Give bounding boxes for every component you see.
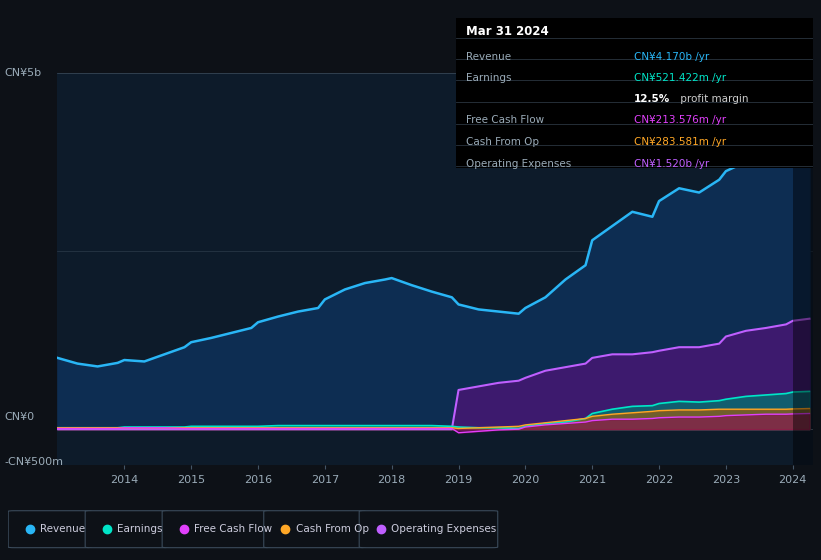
Text: Free Cash Flow: Free Cash Flow [466, 115, 544, 125]
Text: Revenue: Revenue [466, 52, 511, 62]
Text: CN¥1.520b /yr: CN¥1.520b /yr [635, 158, 709, 169]
FancyBboxPatch shape [85, 511, 168, 548]
Text: Earnings: Earnings [117, 524, 163, 534]
Bar [793, 69, 813, 468]
Text: -CN¥500m: -CN¥500m [4, 457, 63, 467]
Text: CN¥4.170b /yr: CN¥4.170b /yr [635, 52, 709, 62]
FancyBboxPatch shape [264, 511, 365, 548]
Text: Cash From Op: Cash From Op [296, 524, 369, 534]
Text: Operating Expenses: Operating Expenses [466, 158, 571, 169]
Text: 12.5%: 12.5% [635, 94, 671, 104]
Text: Operating Expenses: Operating Expenses [392, 524, 497, 534]
Text: CN¥0: CN¥0 [4, 412, 34, 422]
Text: profit margin: profit margin [677, 94, 749, 104]
Text: Cash From Op: Cash From Op [466, 137, 539, 147]
Text: CN¥213.576m /yr: CN¥213.576m /yr [635, 115, 727, 125]
FancyBboxPatch shape [8, 511, 91, 548]
Text: Earnings: Earnings [466, 73, 511, 83]
FancyBboxPatch shape [360, 511, 498, 548]
Text: Free Cash Flow: Free Cash Flow [195, 524, 273, 534]
Text: Revenue: Revenue [40, 524, 85, 534]
Text: CN¥521.422m /yr: CN¥521.422m /yr [635, 73, 727, 83]
Text: Mar 31 2024: Mar 31 2024 [466, 25, 549, 38]
Text: CN¥283.581m /yr: CN¥283.581m /yr [635, 137, 727, 147]
Text: CN¥5b: CN¥5b [4, 68, 41, 78]
FancyBboxPatch shape [163, 511, 270, 548]
